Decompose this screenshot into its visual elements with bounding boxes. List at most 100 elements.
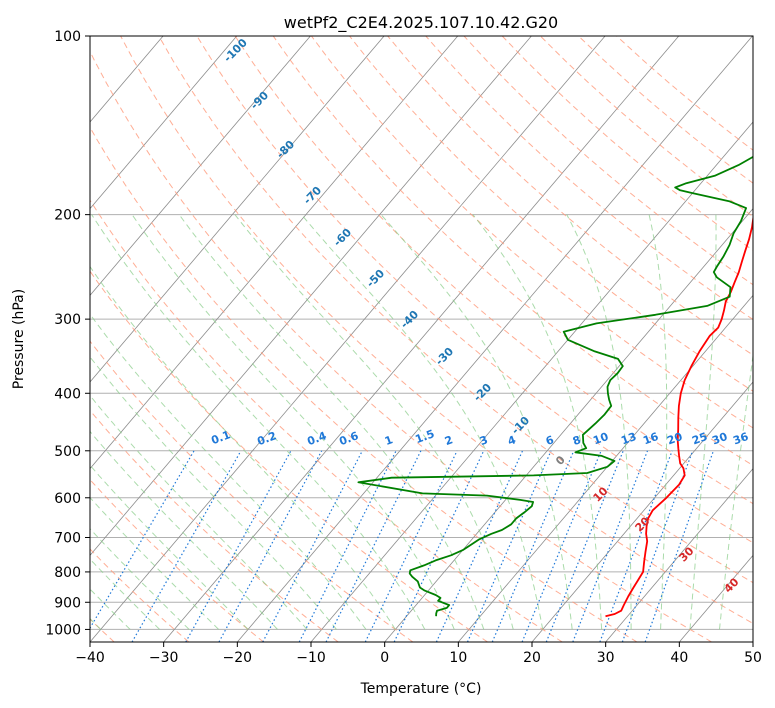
dry-adiabat-line <box>158 36 753 584</box>
x-axis: −40 −30 −20 −10 0 10 20 30 40 50 <box>75 642 762 666</box>
moist-adiabat-line <box>472 214 603 630</box>
moist-adiabat-line <box>90 617 102 630</box>
dry-adiabat-line <box>196 36 753 544</box>
mixing-ratio-label: 3 <box>478 433 490 448</box>
moist-adiabat-line <box>90 464 249 630</box>
mixing-ratio-line <box>521 450 602 642</box>
x-tick-label: −30 <box>149 650 179 666</box>
y-tick-label: 800 <box>54 565 81 581</box>
moist-adiabat-line <box>90 356 337 630</box>
moist-adiabat-line <box>90 558 160 630</box>
mixing-ratio-line <box>572 450 649 642</box>
moist-adiabat-line <box>90 394 308 630</box>
moist-adiabat-line <box>91 214 426 630</box>
mixing-ratio-line <box>185 450 292 642</box>
moist-adiabat-line <box>90 588 131 630</box>
x-tick-label: 30 <box>597 650 615 666</box>
skewed-isotherms <box>90 36 753 642</box>
dry-adiabat-line <box>90 50 712 642</box>
y-axis-label: Pressure (hPa) <box>11 289 27 389</box>
mixing-ratio-label: 20 <box>665 430 684 448</box>
sounding-series <box>357 155 753 618</box>
mixing-ratio-line <box>599 450 673 642</box>
y-tick-label: 900 <box>54 595 81 611</box>
dry-adiabat-label: 10 <box>591 484 611 504</box>
mixing-ratio-line <box>491 450 575 642</box>
mixing-ratio-label: 0.2 <box>255 429 278 448</box>
isotherm-line <box>90 36 459 470</box>
x-tick-label: −20 <box>223 650 253 666</box>
dry-adiabat-line <box>90 340 414 642</box>
dry-adiabat-line <box>234 36 753 505</box>
mixing-ratio-line <box>90 450 195 630</box>
dry-adiabat-label: -70 <box>301 184 324 207</box>
isotherm-line <box>90 36 385 383</box>
mixing-ratio-line <box>131 450 242 642</box>
moist-adiabat-line <box>566 214 632 630</box>
y-tick-label: 200 <box>54 208 81 224</box>
mixing-ratio-label: 13 <box>619 430 638 447</box>
isotherm-line <box>605 468 753 642</box>
dry-adiabat-label: -30 <box>433 345 456 368</box>
mixing-ratio-label: 1.5 <box>413 427 436 446</box>
isotherm-line <box>163 36 680 642</box>
dry-adiabat-line <box>463 36 753 286</box>
mixing-ratio-label: 2 <box>443 433 455 448</box>
moist-adiabat-line <box>90 496 219 630</box>
plot-frame <box>89 35 754 643</box>
dewpoint-line <box>357 155 753 617</box>
dry-adiabat-line <box>539 36 753 218</box>
mixing-ratio-label: 0.4 <box>305 429 328 448</box>
mixing-ratio-label: 8 <box>571 433 583 448</box>
y-axis: 1000 900 800 700 600 500 400 300 200 100 <box>45 29 90 638</box>
x-tick-label: 40 <box>670 650 688 666</box>
dry-adiabat-line <box>120 36 753 624</box>
dry-adiabat-line <box>90 270 488 642</box>
isotherm-line <box>90 36 311 296</box>
dry-adiabat-line <box>90 478 264 642</box>
dry-adiabats <box>90 36 753 642</box>
moist-adiabat-line <box>178 214 485 630</box>
moist-adiabat-line <box>90 265 396 630</box>
x-axis-label: Temperature (°C) <box>360 681 482 697</box>
mixing-ratio-label: 16 <box>641 430 660 448</box>
mixing-ratio-line <box>644 450 715 642</box>
dry-adiabat-label: 0 <box>553 453 568 468</box>
moist-adiabat-line <box>648 214 668 630</box>
isotherm-line <box>384 208 753 642</box>
dry-adiabat-label: -60 <box>331 226 354 249</box>
dry-adiabat-line <box>349 36 753 392</box>
y-tick-label: 500 <box>54 444 81 460</box>
mixing-ratio-line <box>393 450 485 642</box>
x-tick-label: 20 <box>523 650 541 666</box>
dry-adiabat-label: -20 <box>471 381 494 404</box>
moist-adiabat-line <box>90 528 190 630</box>
dry-adiabat-line <box>310 36 753 429</box>
mixing-ratio-label: 0.1 <box>209 428 232 447</box>
dry-adiabat-line <box>90 126 638 642</box>
y-tick-label: 400 <box>54 386 81 402</box>
moist-adiabat-line <box>719 352 753 630</box>
temperature-line <box>605 214 753 618</box>
x-tick-label: −40 <box>75 650 105 666</box>
dry-adiabat-label: -80 <box>274 138 297 161</box>
moist-adiabat-line <box>234 214 514 630</box>
y-tick-label: 300 <box>54 312 81 328</box>
isotherm-line <box>90 36 606 642</box>
dry-adiabat-label: -50 <box>364 267 387 290</box>
mixing-ratio-label: 25 <box>690 430 709 447</box>
isotherm-line <box>458 294 753 642</box>
dry-adiabat-label: -90 <box>248 89 271 112</box>
mixing-ratio-lines <box>90 450 715 642</box>
chart-title: wetPf2_C2E4.2025.107.10.42.G20 <box>284 13 558 33</box>
mixing-ratio-line <box>364 450 458 642</box>
moist-adiabat-line <box>380 214 573 630</box>
x-tick-label: 10 <box>449 650 467 666</box>
isotherm-line <box>752 641 753 642</box>
x-tick-label: −10 <box>296 650 326 666</box>
mixing-ratio-label: 10 <box>591 430 610 448</box>
moist-adiabat-line <box>301 214 544 630</box>
moist-adiabat-line <box>131 214 455 630</box>
mixing-ratio-label: 0.6 <box>337 429 360 448</box>
dry-adiabat-line <box>272 36 753 466</box>
